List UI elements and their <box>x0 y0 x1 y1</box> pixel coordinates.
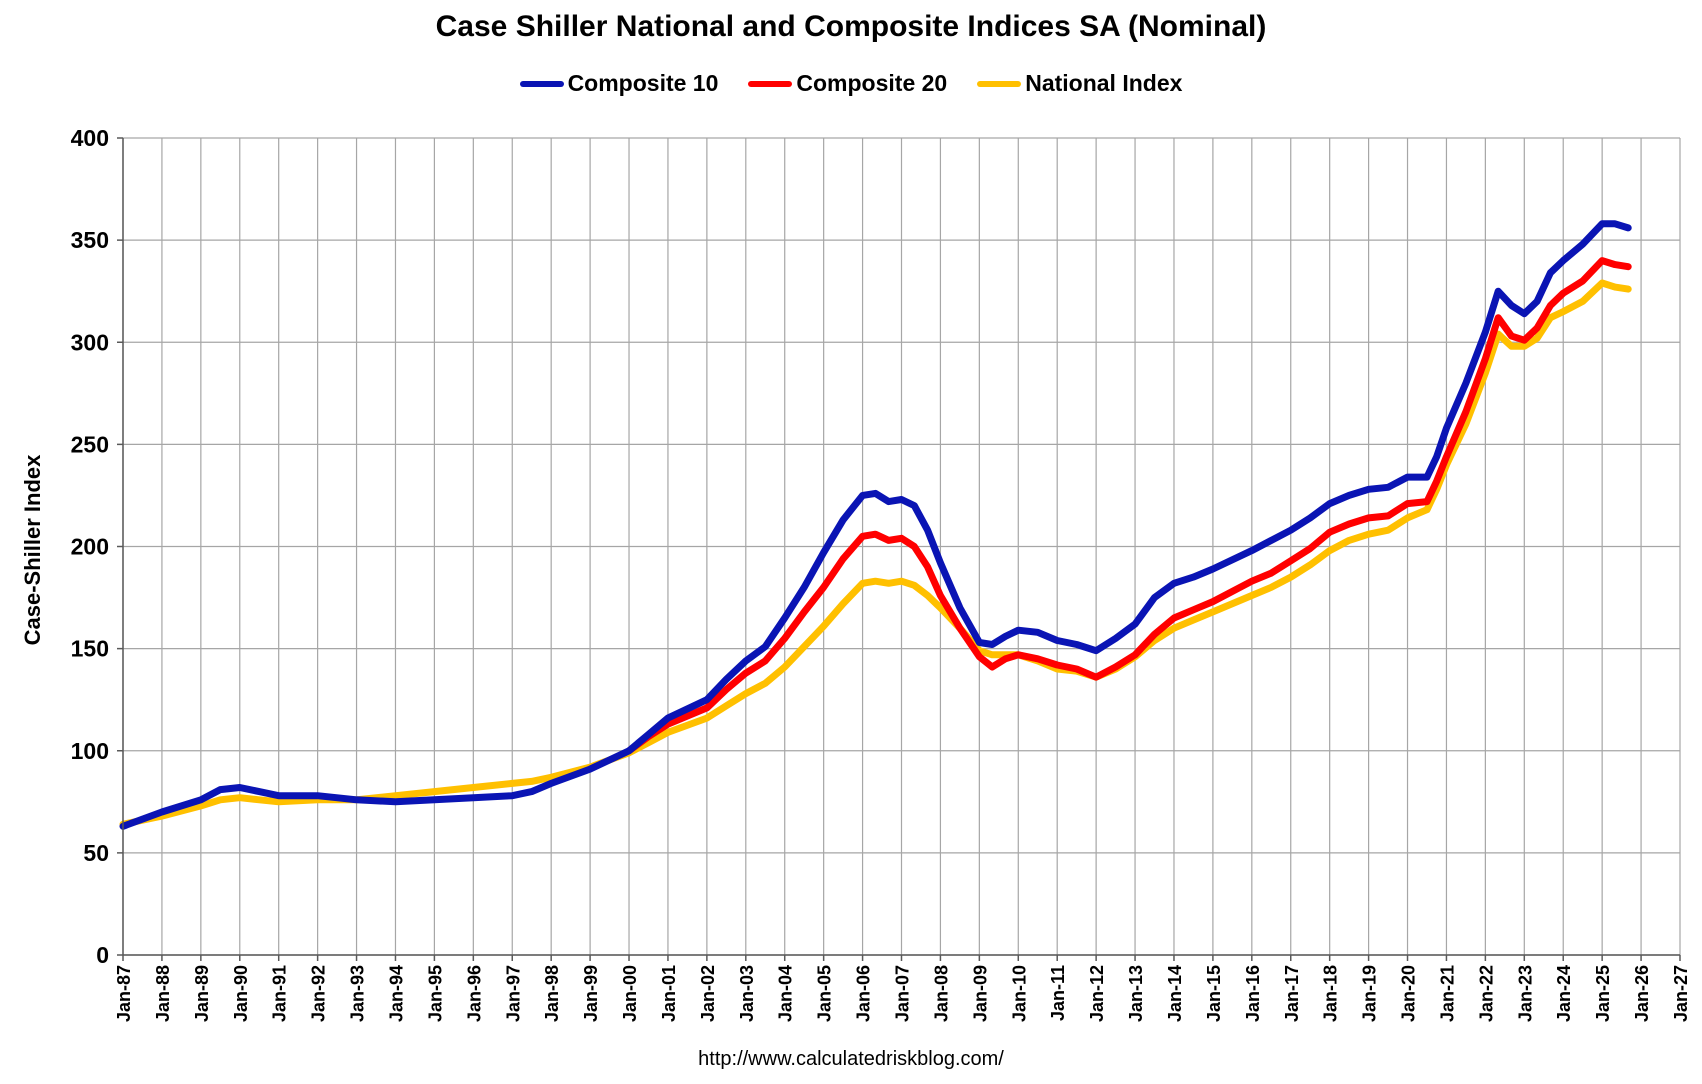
source-note: http://www.calculatedriskblog.com/ <box>698 1048 1004 1070</box>
x-tick-label: Jan-20 <box>1399 965 1419 1022</box>
x-tick-label: Jan-03 <box>737 965 757 1022</box>
axes: 0 50 100 150 200 250 300 350 400 Jan-87 Jan-88 Jan-… <box>71 125 1691 1022</box>
y-tick-label: 50 <box>83 840 109 866</box>
legend: Composite 10 Composite 20 National Index <box>0 70 1702 97</box>
grid <box>122 137 1681 956</box>
legend-item-national-index: National Index <box>977 70 1182 97</box>
y-tick-label: 350 <box>71 227 109 253</box>
chart-title: Case Shiller National and Composite Indi… <box>435 10 1267 43</box>
x-tick-label: Jan-01 <box>659 965 679 1022</box>
legend-item-composite-20: Composite 20 <box>748 70 947 97</box>
x-tick-label: Jan-96 <box>464 965 484 1022</box>
x-tick-label: Jan-95 <box>425 965 445 1022</box>
series-line-composite-20 <box>625 257 1632 755</box>
x-tick-label: Jan-26 <box>1632 965 1652 1022</box>
x-tick-label: Jan-92 <box>309 965 329 1022</box>
x-tick-label: Jan-02 <box>698 965 718 1022</box>
x-tick-label: Jan-88 <box>153 965 173 1022</box>
y-tick-label: 200 <box>71 534 109 560</box>
x-tick-label: Jan-11 <box>1048 965 1068 1021</box>
x-tick-label: Jan-98 <box>542 965 562 1022</box>
x-tick-label: Jan-93 <box>348 965 368 1022</box>
y-tick-label: 250 <box>71 431 109 457</box>
x-tick-label: Jan-97 <box>503 965 523 1022</box>
x-tick-label: Jan-89 <box>192 965 212 1022</box>
y-tick-label: 0 <box>96 942 109 968</box>
x-tick-label: Jan-08 <box>931 965 951 1022</box>
x-tick-label: Jan-91 <box>270 965 290 1022</box>
x-tick-label: Jan-94 <box>386 965 406 1022</box>
legend-label-composite-20: Composite 20 <box>796 70 948 96</box>
x-tick-label: Jan-22 <box>1476 965 1496 1022</box>
x-tick-label: Jan-21 <box>1437 965 1457 1022</box>
x-tick-label: Jan-00 <box>620 965 640 1022</box>
legend-item-composite-10: Composite 10 <box>519 70 719 97</box>
y-tick-label: 100 <box>71 738 109 764</box>
legend-label-national-index: National Index <box>1025 70 1183 96</box>
series-line-composite-10 <box>119 220 1632 830</box>
x-tick-label: Jan-12 <box>1087 965 1107 1022</box>
x-tick-label: Jan-24 <box>1554 965 1574 1022</box>
x-tick-label: Jan-15 <box>1204 965 1224 1022</box>
series-line-national-index <box>119 279 1632 828</box>
x-tick-label: Jan-18 <box>1321 965 1341 1022</box>
legend-swatch-composite-20 <box>748 80 793 87</box>
y-tick-label: 400 <box>71 125 109 151</box>
x-tick-label: Jan-27 <box>1671 965 1691 1022</box>
x-tick-label: Jan-04 <box>776 965 796 1022</box>
x-tick-label: Jan-25 <box>1593 965 1613 1022</box>
legend-swatch-composite-10 <box>519 80 564 87</box>
x-tick-label: Jan-06 <box>854 965 874 1022</box>
x-tick-label: Jan-23 <box>1515 965 1535 1022</box>
x-tick-label: Jan-99 <box>581 965 601 1022</box>
x-tick-label: Jan-13 <box>1126 965 1146 1022</box>
series-lines <box>119 220 1632 830</box>
x-tick-label: Jan-10 <box>1009 965 1029 1022</box>
x-tick-label: Jan-14 <box>1165 965 1185 1022</box>
x-tick-label: Jan-19 <box>1360 965 1380 1022</box>
x-tick-label: Jan-17 <box>1282 965 1302 1022</box>
legend-label-composite-10: Composite 10 <box>567 70 719 96</box>
x-tick-label: Jan-87 <box>114 965 134 1022</box>
y-axis-title: Case-Shiller Index <box>20 454 45 646</box>
x-tick-label: Jan-05 <box>815 965 835 1022</box>
x-tick-label: Jan-07 <box>893 965 913 1022</box>
legend-swatch-national-index <box>977 80 1022 87</box>
x-tick-label: Jan-16 <box>1243 965 1263 1022</box>
x-tick-label: Jan-09 <box>970 965 990 1022</box>
y-tick-label: 300 <box>71 329 109 355</box>
y-tick-label: 150 <box>71 636 109 662</box>
x-tick-label: Jan-90 <box>231 965 251 1022</box>
